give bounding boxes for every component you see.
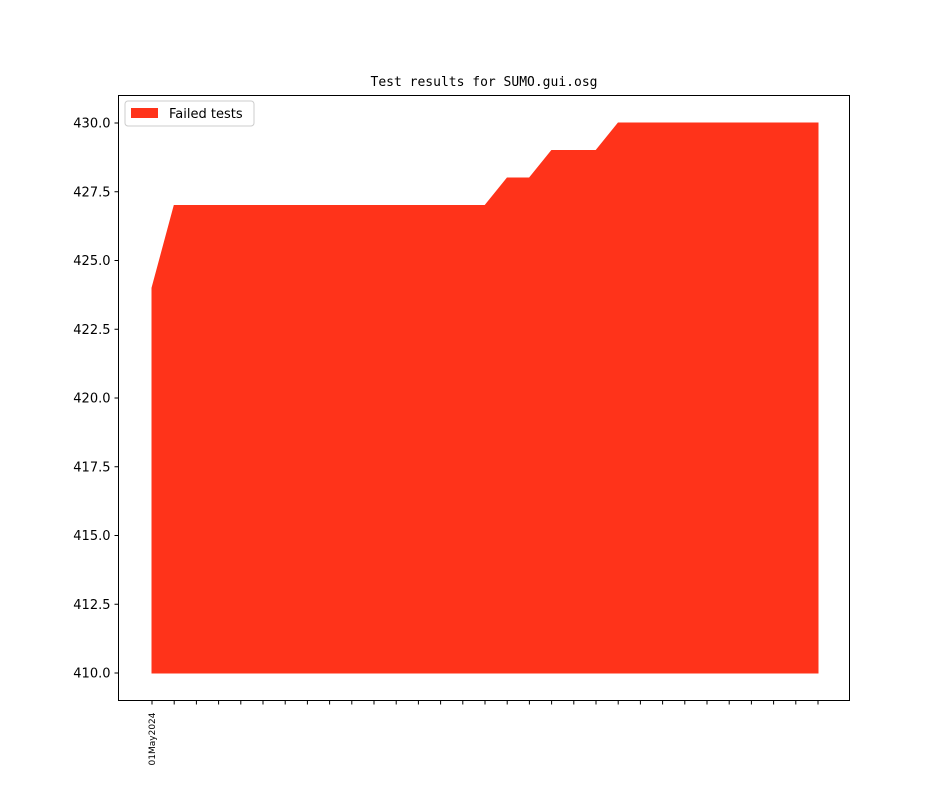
- y-tick-label: 420.0: [73, 392, 110, 407]
- y-tick-label: 422.5: [73, 323, 110, 338]
- chart-title: Test results for SUMO.gui.osg: [371, 75, 598, 90]
- failed-tests-area: [151, 122, 819, 674]
- x-axis: 01May2024: [148, 700, 819, 765]
- y-tick-label: 430.0: [73, 117, 110, 132]
- y-tick-label: 427.5: [73, 185, 110, 200]
- legend-label: Failed tests: [169, 107, 243, 122]
- y-tick-label: 425.0: [73, 254, 110, 269]
- y-tick-label: 410.0: [73, 667, 110, 682]
- legend: Failed tests: [124, 100, 255, 127]
- y-axis: 410.0 412.5 415.0 417.5 420.0 422.5 425.0 427.5…: [73, 117, 119, 682]
- x-tick-label: 01May2024: [148, 712, 158, 765]
- y-tick-label: 415.0: [73, 529, 110, 544]
- y-tick-label: 417.5: [73, 460, 110, 475]
- legend-swatch: [131, 108, 158, 118]
- legend-box: [124, 100, 255, 127]
- y-tick-label: 412.5: [73, 598, 110, 613]
